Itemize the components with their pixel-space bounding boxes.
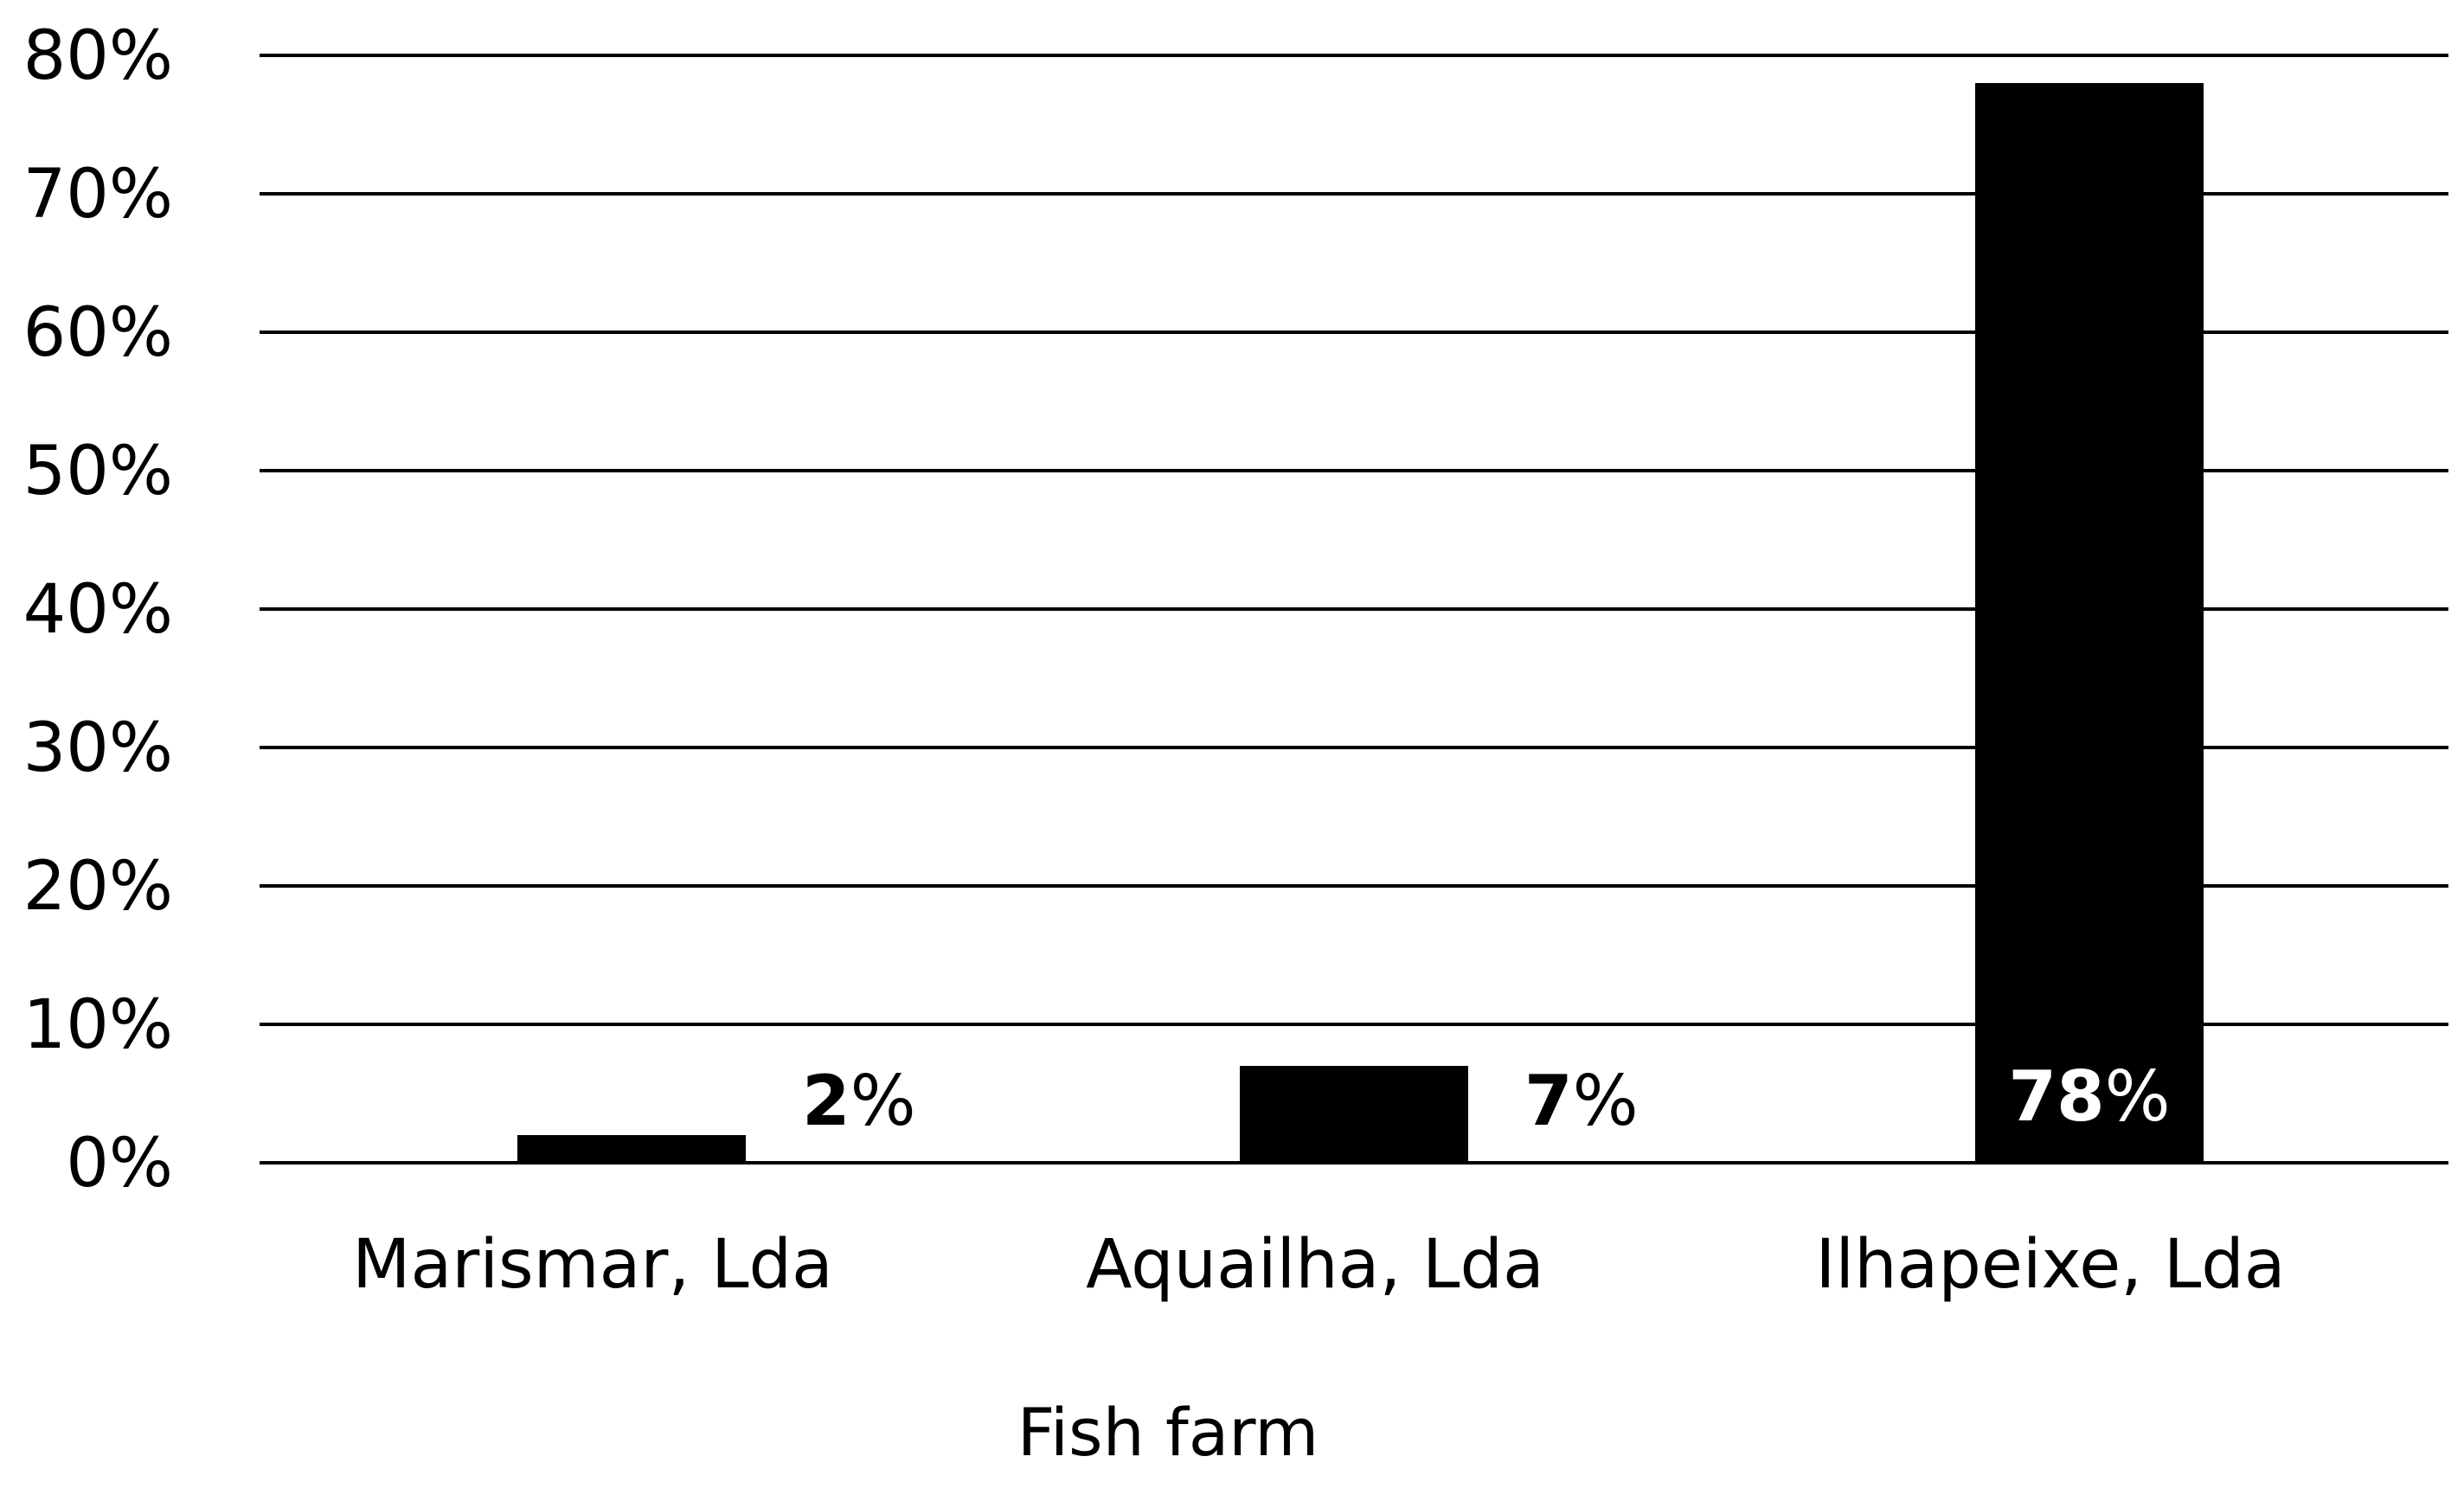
bars [517,83,2204,1163]
y-tick-label: 50% [23,433,173,510]
value-number: 7 [1524,1061,1573,1141]
value-label: 7% [1524,1061,1639,1141]
x-category-label: Ilhapeixe, Lda [1815,1226,2285,1304]
x-axis-category-labels: Marismar, Lda Aquailha, Lda Ilhapeixe, Lda [352,1226,2285,1304]
value-unit: % [850,1061,916,1141]
y-tick-label: 70% [23,156,173,234]
value-label: 2% [802,1061,916,1141]
y-tick-label: 0% [66,1125,173,1203]
y-axis-tick-labels: 0% 10% 20% 30% 40% 50% 60% 70% 80% [23,17,173,1203]
y-tick-label: 80% [23,17,173,95]
value-number: 2 [802,1061,850,1141]
gridlines [260,54,2448,1165]
y-tick-label: 30% [23,709,173,787]
y-tick-label: 60% [23,294,173,372]
y-tick-label: 20% [23,848,173,926]
y-tick-label: 40% [23,571,173,649]
value-unit: % [1573,1061,1639,1141]
value-number: 78 [2008,1056,2104,1137]
bar [517,1135,746,1163]
value-label: 78% [2008,1056,2170,1137]
x-axis-title: Fish farm [1017,1394,1319,1471]
x-category-label: Marismar, Lda [352,1226,833,1304]
bar [1240,1066,1468,1163]
y-tick-label: 10% [23,986,173,1064]
x-category-label: Aquailha, Lda [1086,1226,1544,1304]
bar [1975,83,2204,1163]
value-unit: % [2105,1056,2171,1137]
value-labels: 2% 7% 78% [802,1056,2171,1141]
